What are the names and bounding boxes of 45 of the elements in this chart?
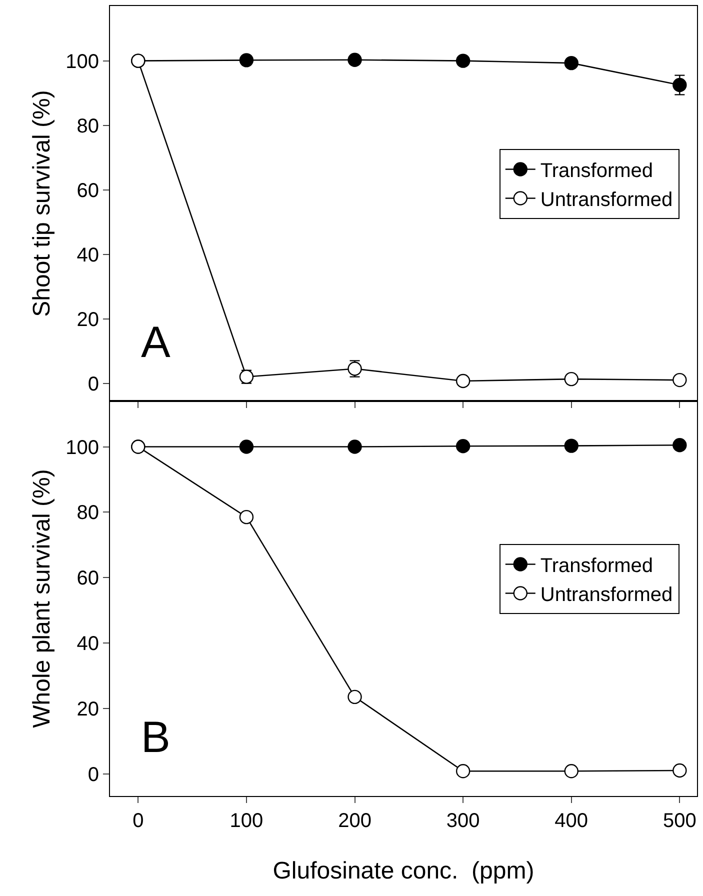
annotation: A <box>141 318 171 367</box>
x-tick-label: 200 <box>338 810 372 832</box>
legend-label: Untransformed <box>540 584 673 606</box>
y-axis-title: Whole plant survival (%) <box>28 469 56 728</box>
legend-label: Transformed <box>540 555 654 578</box>
y-tick-label: 20 <box>76 308 99 331</box>
y-tick-label: 100 <box>66 436 99 459</box>
point <box>456 374 470 388</box>
point <box>672 763 687 778</box>
x-tick-label: 500 <box>662 810 696 832</box>
point <box>456 54 470 68</box>
point <box>672 78 687 92</box>
x-tick-label: 300 <box>446 810 480 832</box>
x-tick-label: 0 <box>132 810 144 832</box>
y-tick-label: 0 <box>88 373 99 396</box>
y-tick-label: 100 <box>66 50 99 73</box>
point <box>239 53 254 68</box>
point <box>239 510 254 524</box>
legend-label: Transformed <box>540 160 654 182</box>
x-axis-title: Glufosinate conc. (ppm) <box>272 857 534 884</box>
point <box>564 56 578 70</box>
point <box>564 764 578 778</box>
y-tick-label: 80 <box>76 115 99 138</box>
point <box>672 438 687 452</box>
annotation: B <box>141 713 170 762</box>
point <box>348 690 362 704</box>
point <box>348 440 362 454</box>
point <box>564 372 578 386</box>
y-tick-label: 40 <box>76 632 99 655</box>
x-tick-label: 400 <box>554 810 588 832</box>
y-tick-label: 20 <box>76 698 99 720</box>
y-tick-label: 60 <box>76 180 99 202</box>
point <box>456 439 470 454</box>
point <box>564 438 578 453</box>
y-axis-title: Shoot tip survival (%) <box>28 90 56 317</box>
point <box>348 52 362 67</box>
x-tick-label: 100 <box>230 810 264 832</box>
y-tick-label: 40 <box>76 244 99 266</box>
legend-label: Untransformed <box>540 189 673 212</box>
y-tick-label: 80 <box>76 502 99 524</box>
point <box>672 372 687 388</box>
point <box>239 440 254 454</box>
point <box>456 764 470 778</box>
y-tick-label: 0 <box>88 764 99 786</box>
y-tick-label: 60 <box>76 568 99 590</box>
